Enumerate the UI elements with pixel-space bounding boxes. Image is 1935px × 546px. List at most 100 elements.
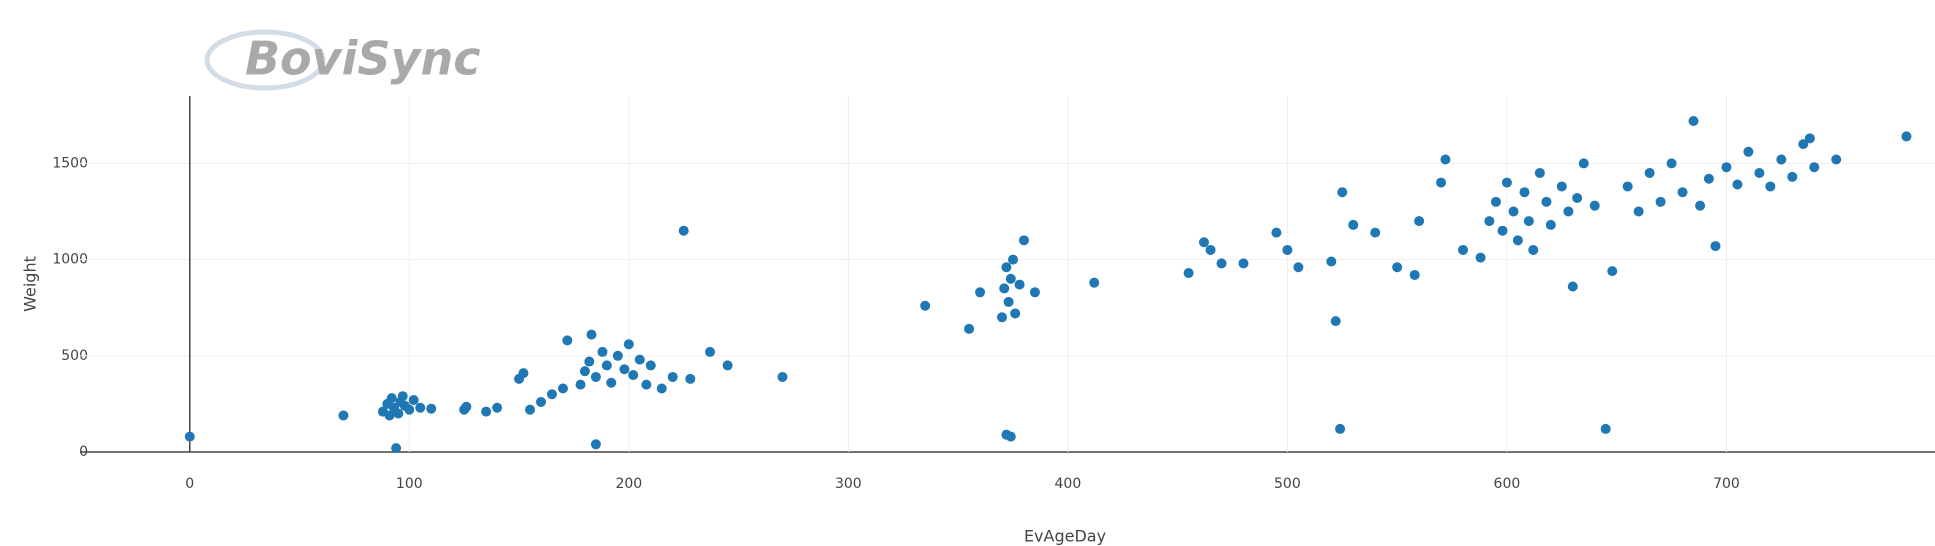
data-point bbox=[404, 404, 415, 415]
data-point bbox=[1010, 308, 1021, 319]
data-point bbox=[1475, 252, 1486, 263]
data-point bbox=[975, 287, 986, 298]
data-point bbox=[1776, 154, 1787, 165]
data-point bbox=[1545, 219, 1556, 230]
data-point bbox=[667, 371, 678, 382]
data-point bbox=[1572, 192, 1583, 203]
data-point bbox=[584, 356, 595, 367]
data-point bbox=[1335, 423, 1346, 434]
data-point bbox=[1337, 187, 1348, 198]
data-point bbox=[1014, 279, 1025, 290]
data-point bbox=[997, 312, 1008, 323]
data-point bbox=[1754, 167, 1765, 178]
logo-text: BoviSync bbox=[245, 32, 481, 86]
x-tick-label: 200 bbox=[615, 476, 642, 492]
data-point bbox=[1458, 244, 1469, 255]
x-tick-label: 300 bbox=[835, 476, 862, 492]
data-point bbox=[1534, 167, 1545, 178]
data-point bbox=[1501, 177, 1512, 188]
data-point bbox=[1512, 235, 1523, 246]
data-point bbox=[384, 410, 395, 421]
data-point bbox=[525, 404, 536, 415]
data-point bbox=[1633, 206, 1644, 217]
data-point bbox=[678, 225, 689, 236]
data-point bbox=[1804, 133, 1815, 144]
data-point bbox=[705, 346, 716, 357]
data-point bbox=[964, 323, 975, 334]
data-point bbox=[1409, 269, 1420, 280]
data-point bbox=[1089, 277, 1100, 288]
x-tick-label: 100 bbox=[396, 476, 423, 492]
data-point bbox=[1710, 241, 1721, 252]
data-point bbox=[1556, 181, 1567, 192]
data-point bbox=[722, 360, 733, 371]
data-point bbox=[1578, 158, 1589, 169]
data-point bbox=[1721, 162, 1732, 173]
data-point bbox=[1831, 154, 1842, 165]
data-point bbox=[481, 406, 492, 417]
data-point bbox=[1688, 116, 1699, 127]
data-point bbox=[1330, 316, 1341, 327]
data-point bbox=[1007, 254, 1018, 265]
data-point bbox=[1563, 206, 1574, 217]
data-point bbox=[393, 408, 404, 419]
data-point bbox=[606, 377, 617, 388]
y-axis-title: Weight bbox=[21, 256, 40, 312]
data-point bbox=[415, 402, 426, 413]
data-point bbox=[920, 300, 931, 311]
data-point bbox=[1497, 225, 1508, 236]
data-point bbox=[597, 346, 608, 357]
data-point bbox=[1743, 146, 1754, 157]
data-point bbox=[586, 329, 597, 340]
data-point bbox=[1029, 287, 1040, 298]
data-point bbox=[641, 379, 652, 390]
data-point bbox=[590, 371, 601, 382]
data-point bbox=[777, 371, 788, 382]
data-point bbox=[1567, 281, 1578, 292]
logo: BoviSync bbox=[204, 29, 481, 91]
data-point bbox=[1293, 262, 1304, 273]
data-point bbox=[1655, 196, 1666, 207]
data-point bbox=[391, 443, 402, 454]
data-point bbox=[1392, 262, 1403, 273]
data-point bbox=[1798, 139, 1809, 150]
data-point bbox=[1005, 273, 1016, 284]
data-point bbox=[628, 370, 639, 381]
data-point bbox=[1677, 187, 1688, 198]
data-point bbox=[557, 383, 568, 394]
y-tick-label: 1000 bbox=[52, 252, 88, 268]
data-point bbox=[1018, 235, 1029, 246]
data-point bbox=[1271, 227, 1282, 238]
data-point bbox=[999, 283, 1010, 294]
data-point bbox=[1787, 171, 1798, 182]
data-point bbox=[1005, 431, 1016, 442]
data-point bbox=[1490, 196, 1501, 207]
data-point bbox=[1003, 296, 1014, 307]
data-point bbox=[656, 383, 667, 394]
data-point bbox=[461, 401, 472, 412]
data-point bbox=[338, 410, 349, 421]
data-point bbox=[1205, 244, 1216, 255]
data-point bbox=[1765, 181, 1776, 192]
data-point bbox=[1216, 258, 1227, 269]
data-point bbox=[1370, 227, 1381, 238]
data-point bbox=[1183, 268, 1194, 279]
data-point bbox=[1484, 216, 1495, 227]
x-tick-label: 500 bbox=[1274, 476, 1301, 492]
data-point bbox=[1440, 154, 1451, 165]
data-point bbox=[1523, 216, 1534, 227]
data-point bbox=[518, 368, 529, 379]
x-tick-label: 0 bbox=[185, 476, 194, 492]
data-point bbox=[590, 439, 601, 450]
data-point bbox=[397, 391, 408, 402]
data-point bbox=[1238, 258, 1249, 269]
data-point bbox=[1695, 200, 1706, 211]
data-point bbox=[1589, 200, 1600, 211]
data-point bbox=[634, 354, 645, 365]
data-point bbox=[623, 339, 634, 350]
data-point bbox=[1282, 244, 1293, 255]
x-tick-label: 400 bbox=[1055, 476, 1082, 492]
data-point bbox=[601, 360, 612, 371]
